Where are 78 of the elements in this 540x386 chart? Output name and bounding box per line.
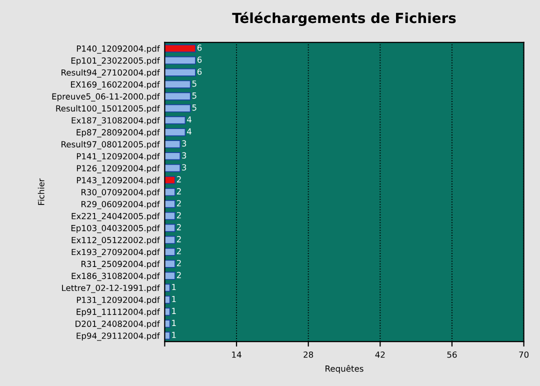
bar — [164, 92, 191, 100]
y-tick-label: EX169_16022004.pdf — [71, 81, 160, 90]
data-label: 1 — [172, 308, 176, 314]
y-tick-label: Ep94_29112004.pdf — [76, 332, 160, 341]
data-label: 1 — [172, 332, 176, 338]
x-tick-label: 70 — [519, 351, 529, 358]
y-tick-label: Ep87_28092004.pdf — [76, 129, 160, 138]
y-tick-label: Ex193_27092004.pdf — [72, 248, 160, 257]
y-tick-label: R31_25092004.pdf — [82, 260, 160, 269]
bar — [164, 260, 176, 268]
y-tick-label: Result94_27102004.pdf — [62, 69, 160, 78]
data-label: 2 — [176, 272, 181, 278]
y-tick-label: Ep101_23022005.pdf — [71, 57, 160, 66]
y-tick-label: P131_12092004.pdf — [76, 296, 160, 305]
bar — [164, 104, 191, 112]
data-label: 6 — [197, 68, 202, 75]
x-tick-label: 42 — [375, 351, 385, 358]
data-label: 2 — [176, 212, 181, 218]
y-tick-label: Epreuve5_06-11-2000.pdf — [52, 93, 160, 102]
bar — [164, 68, 196, 76]
y-tick-label: Result100_15012005.pdf — [56, 105, 160, 114]
data-label: 3 — [182, 164, 186, 171]
data-label: 1 — [172, 296, 176, 302]
data-label: 2 — [176, 200, 181, 206]
bar — [164, 248, 176, 256]
y-tick-label: Result97_08012005.pdf — [62, 141, 160, 150]
data-label: 2 — [176, 248, 181, 254]
data-label: 1 — [172, 284, 176, 290]
data-label: 6 — [197, 44, 202, 51]
y-tick-label: Ex186_31082004.pdf — [72, 272, 160, 281]
y-tick-label: Ep103_04032005.pdf — [71, 224, 160, 234]
y-tick-label: R29_06092004.pdf — [82, 200, 160, 210]
y-tick-label: Ex187_31082004.pdf — [72, 117, 160, 126]
bar — [164, 236, 176, 244]
data-label: 2 — [176, 176, 181, 182]
data-label: 2 — [176, 236, 181, 242]
bar — [164, 212, 176, 220]
data-label: 2 — [176, 224, 181, 230]
y-tick-label: Ep91_11112004.pdf — [76, 308, 160, 317]
chart-title: Téléchargements de Fichiers — [232, 12, 456, 26]
data-label: 1 — [172, 320, 176, 326]
y-tick-label: P140_12092004.pdf — [76, 45, 160, 54]
data-label: 5 — [192, 92, 196, 99]
bar — [164, 80, 191, 88]
y-tick-label: Ex112_05122002.pdf — [72, 236, 160, 246]
y-tick-label: Ex221_24042005.pdf — [72, 212, 160, 222]
bar — [164, 140, 181, 148]
data-label: 2 — [176, 188, 181, 194]
bar — [164, 56, 196, 64]
bar — [164, 188, 176, 196]
x-tick-label: 14 — [232, 352, 242, 358]
data-label: 6 — [197, 56, 202, 63]
data-label: 5 — [192, 104, 196, 111]
x-tick-label: 56 — [447, 351, 457, 358]
data-label: 3 — [182, 140, 186, 147]
bar — [164, 152, 181, 160]
bar — [164, 272, 176, 280]
data-label: 3 — [182, 152, 186, 159]
y-tick-label: R30_07092004.pdf — [82, 188, 160, 198]
bar — [164, 224, 176, 232]
x-axis-title: Requêtes — [326, 364, 364, 374]
bar — [164, 116, 186, 124]
y-tick-label: P143_12092004.pdf — [76, 176, 160, 186]
y-tick-label: P126_12092004.pdf — [76, 164, 160, 174]
y-tick-label: P141_12092004.pdf — [76, 152, 160, 162]
bar — [164, 164, 181, 172]
data-label: 4 — [187, 116, 192, 123]
data-label: 4 — [187, 128, 192, 135]
x-tick-label: 28 — [304, 351, 314, 358]
bar — [164, 200, 176, 208]
y-tick-label: D201_24082004.pdf — [76, 320, 160, 329]
data-label: 5 — [192, 80, 196, 87]
bar — [164, 176, 176, 184]
bar — [164, 128, 186, 136]
y-tick-label: Lettre7_02-12-1991.pdf — [62, 284, 160, 293]
bar — [164, 44, 196, 52]
data-label: 2 — [176, 260, 181, 266]
y-axis-title: Fichier — [38, 178, 44, 205]
